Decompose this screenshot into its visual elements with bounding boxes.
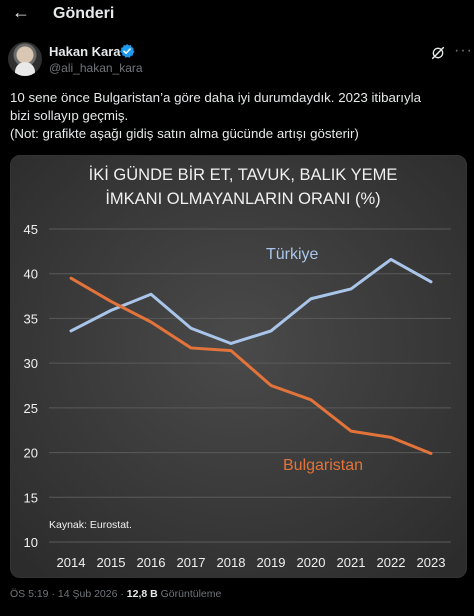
- x-tick-label: 2020: [297, 555, 326, 570]
- y-tick-label: 30: [24, 356, 38, 371]
- tweet-line: bizi sollayıp geçmiş.: [10, 108, 129, 123]
- verified-badge-icon: [120, 44, 135, 58]
- x-tick-label: 2016: [137, 555, 166, 570]
- y-tick-label: 10: [24, 535, 38, 550]
- x-tick-label: 2019: [257, 555, 286, 570]
- series-label-turkiye: Türkiye: [266, 246, 319, 263]
- page-title: Gönderi: [53, 5, 115, 22]
- x-tick-label: 2022: [377, 555, 406, 570]
- series-line-0: [69, 257, 433, 345]
- author-handle[interactable]: @ali_hakan_kara: [49, 61, 143, 75]
- line-chart: İKİ GÜNDE BİR ET, TAVUK, BALIK YEME İMKA…: [11, 156, 466, 577]
- x-tick-label: 2014: [57, 555, 86, 570]
- chart-source: Kaynak: Eurostat.: [49, 519, 132, 531]
- arrow-left-icon[interactable]: ←: [12, 2, 30, 22]
- separator: ·: [120, 588, 124, 600]
- tweet-text: 10 sene önce Bulgaristan’a göre daha iyi…: [10, 89, 468, 143]
- chart-background: [11, 156, 466, 577]
- tweet-line: (Not: grafikte aşağı gidiş satın alma gü…: [10, 126, 359, 141]
- y-tick-label: 20: [24, 446, 38, 461]
- separator: ·: [51, 588, 55, 600]
- x-tick-label: 2021: [337, 555, 366, 570]
- views-label: Görüntüleme: [160, 588, 222, 600]
- more-options-icon[interactable]: ···: [454, 42, 473, 59]
- author-name[interactable]: Hakan Kara: [49, 44, 121, 59]
- chart-title-line-1: İKİ GÜNDE BİR ET, TAVUK, BALIK YEME: [89, 165, 398, 184]
- y-tick-label: 25: [24, 401, 38, 416]
- chart-title-line-2: İMKANI OLMAYANLARIN ORANI (%): [105, 189, 380, 208]
- grok-icon[interactable]: [430, 45, 446, 61]
- x-tick-label: 2023: [417, 555, 446, 570]
- x-tick-label: 2015: [97, 555, 126, 570]
- tweet-author: Hakan Kara @ali_hakan_kara ···: [8, 42, 472, 78]
- avatar[interactable]: [8, 42, 42, 76]
- x-tick-label: 2018: [217, 555, 246, 570]
- top-bar: ← Gönderi: [0, 0, 474, 30]
- x-tick-label: 2017: [177, 555, 206, 570]
- tweet-date[interactable]: 14 Şub 2026: [57, 588, 118, 600]
- y-tick-label: 35: [24, 311, 38, 326]
- y-tick-label: 45: [24, 222, 38, 237]
- views-count: 12,8 B: [126, 588, 158, 600]
- y-tick-label: 15: [24, 490, 38, 505]
- series-line-1: [69, 276, 433, 455]
- y-tick-label: 40: [24, 267, 38, 282]
- series-label-bulgaristan: Bulgaristan: [283, 457, 363, 474]
- tweet-time[interactable]: ÖS 5:19: [10, 588, 49, 600]
- tweet-meta: ÖS 5:19 · 14 Şub 2026 · 12,8 B Görüntüle…: [10, 588, 221, 600]
- tweet-image[interactable]: İKİ GÜNDE BİR ET, TAVUK, BALIK YEME İMKA…: [10, 155, 467, 578]
- tweet-line: 10 sene önce Bulgaristan’a göre daha iyi…: [10, 90, 421, 105]
